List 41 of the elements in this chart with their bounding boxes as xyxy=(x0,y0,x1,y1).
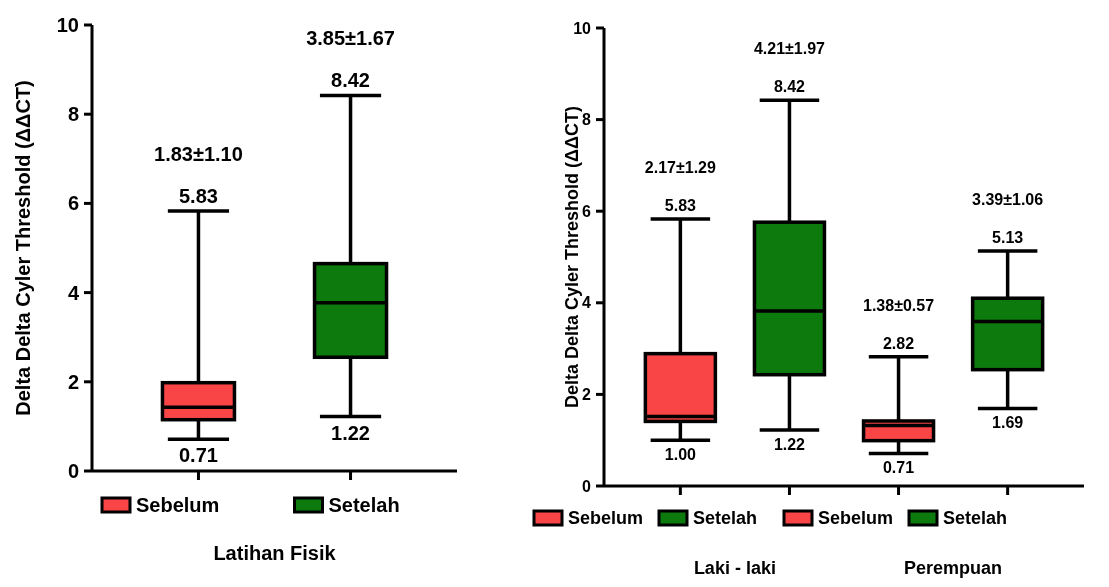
annotation: 5.83 xyxy=(664,196,697,214)
y-axis-title: Delta Delta Cyler Threshold (ΔΔCT) xyxy=(12,80,34,416)
legend-label: Setelah xyxy=(693,508,758,529)
annotation: 8.42 xyxy=(331,69,371,92)
annotation: 0.71 xyxy=(178,444,218,467)
annotation: 1.83±1.10 xyxy=(154,142,243,165)
text: Perempuan xyxy=(904,558,1003,578)
legend-label: Setelah xyxy=(328,494,400,516)
y-tick-label: 0 xyxy=(582,477,592,495)
annotation: 1.22 xyxy=(331,421,371,444)
y-tick-label: 4 xyxy=(582,294,592,312)
y-tick-label: 10 xyxy=(56,14,79,36)
y-tick-label: 6 xyxy=(582,202,592,220)
x-axis-title: Latihan Fisik xyxy=(213,542,337,564)
annotation: 4.21±1.97 xyxy=(753,40,826,58)
y-tick-label: 2 xyxy=(67,370,79,393)
annotation: 8.42 xyxy=(773,78,806,96)
y-tick-label: 4 xyxy=(67,281,80,304)
y-tick-label: 0 xyxy=(67,460,79,482)
annotation: 5.83 xyxy=(178,184,218,207)
annotation: 2.17±1.29 xyxy=(644,158,716,176)
text: Laki - laki xyxy=(693,558,776,578)
annotation: 3.39±1.06 xyxy=(972,191,1044,209)
text: Setelah xyxy=(943,508,1008,529)
annotation: 1.38±0.57 xyxy=(863,296,935,314)
y-tick-label: 2 xyxy=(582,386,592,403)
annotation: 1.69 xyxy=(992,414,1024,432)
y-tick-label: 8 xyxy=(582,111,592,129)
y-tick-label: 6 xyxy=(67,192,79,215)
y-tick-label: 8 xyxy=(67,103,79,126)
annotation: 2.82 xyxy=(882,334,915,352)
legend-label: Sebelum xyxy=(818,508,894,529)
text: Sebelum xyxy=(568,508,644,529)
annotation: 1.00 xyxy=(664,446,697,463)
y-axis-title: Delta Delta Cyler Threshold (ΔΔCT) xyxy=(562,106,582,408)
annotation: 1.22 xyxy=(773,435,806,453)
legend-label: Sebelum xyxy=(136,494,220,516)
annotation: 0.71 xyxy=(882,459,915,477)
annotation: 5.13 xyxy=(992,229,1024,247)
y-tick-label: 10 xyxy=(573,19,592,37)
annotation: 3.85±1.67 xyxy=(306,27,395,50)
